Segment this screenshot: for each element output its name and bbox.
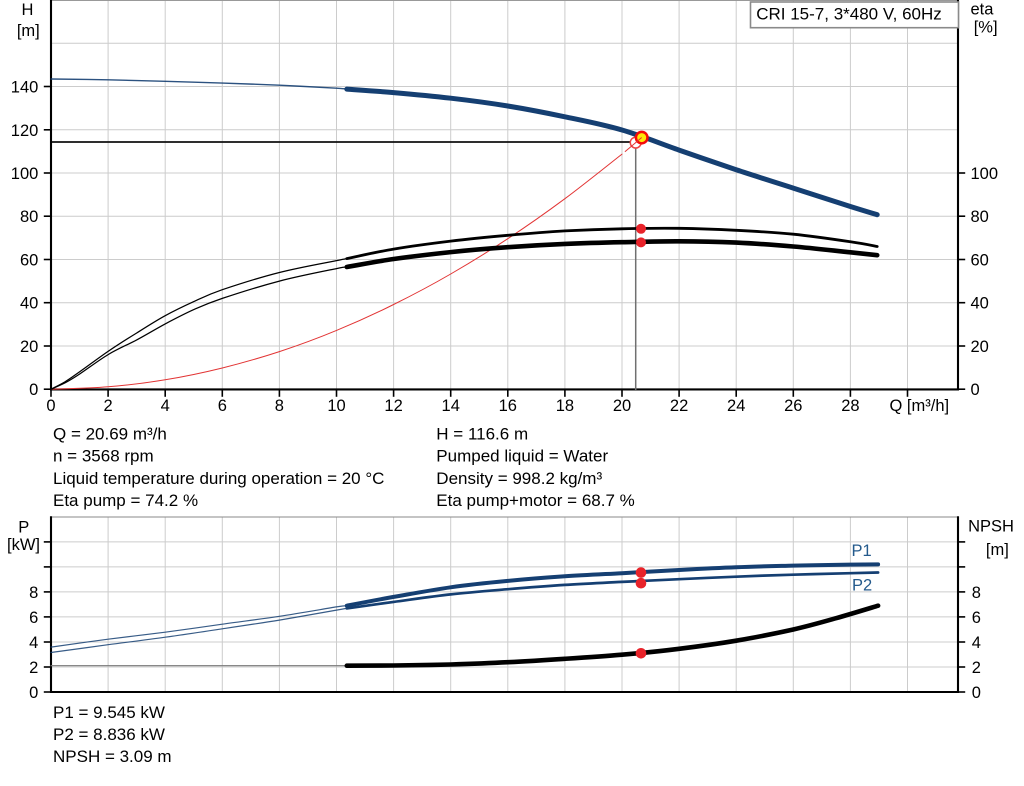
svg-text:P1 = 9.545 kW: P1 = 9.545 kW: [53, 703, 165, 722]
svg-text:[kW]: [kW]: [7, 536, 40, 554]
svg-text:0: 0: [971, 381, 980, 399]
svg-text:8: 8: [275, 397, 284, 415]
svg-text:6: 6: [972, 609, 981, 627]
svg-text:8: 8: [972, 584, 981, 602]
svg-text:4: 4: [29, 634, 38, 652]
svg-text:0: 0: [46, 397, 55, 415]
svg-text:6: 6: [218, 397, 227, 415]
svg-text:2: 2: [972, 659, 981, 677]
svg-text:2: 2: [29, 659, 38, 677]
svg-text:Eta pump+motor = 68.7 %: Eta pump+motor = 68.7 %: [436, 491, 634, 510]
svg-text:20: 20: [971, 338, 989, 356]
svg-text:Density = 998.2 kg/m³: Density = 998.2 kg/m³: [436, 469, 602, 488]
svg-text:80: 80: [971, 208, 989, 226]
svg-text:[m]: [m]: [17, 22, 40, 40]
svg-text:0: 0: [29, 381, 38, 399]
svg-text:120: 120: [11, 122, 39, 140]
svg-text:Liquid temperature during oper: Liquid temperature during operation = 20…: [53, 469, 384, 488]
svg-text:P2 = 8.836 kW: P2 = 8.836 kW: [53, 725, 165, 744]
svg-text:18: 18: [556, 397, 574, 415]
svg-text:Q = 20.69 m³/h: Q = 20.69 m³/h: [53, 424, 167, 443]
svg-text:[m]: [m]: [986, 541, 1009, 559]
svg-text:20: 20: [20, 338, 38, 356]
svg-text:H: H: [22, 1, 34, 19]
svg-text:40: 40: [971, 295, 989, 313]
svg-text:[%]: [%]: [974, 18, 998, 36]
svg-text:100: 100: [11, 165, 39, 183]
svg-text:60: 60: [20, 251, 38, 269]
svg-text:NPSH = 3.09 m: NPSH = 3.09 m: [53, 747, 172, 766]
svg-text:100: 100: [971, 165, 999, 183]
svg-text:24: 24: [727, 397, 745, 415]
svg-text:26: 26: [784, 397, 802, 415]
svg-text:16: 16: [499, 397, 517, 415]
svg-text:P: P: [18, 518, 29, 536]
svg-text:Eta pump = 74.2 %: Eta pump = 74.2 %: [53, 491, 198, 510]
svg-text:40: 40: [20, 295, 38, 313]
svg-text:Q [m³/h]: Q [m³/h]: [890, 397, 950, 415]
svg-text:CRI 15-7, 3*480 V, 60Hz: CRI 15-7, 3*480 V, 60Hz: [756, 4, 942, 23]
svg-text:4: 4: [972, 634, 981, 652]
svg-text:4: 4: [161, 397, 170, 415]
svg-text:Pumped liquid = Water: Pumped liquid = Water: [436, 447, 608, 466]
svg-text:P1: P1: [852, 542, 872, 560]
svg-text:22: 22: [670, 397, 688, 415]
svg-text:28: 28: [841, 397, 859, 415]
svg-text:20: 20: [613, 397, 631, 415]
svg-text:80: 80: [20, 208, 38, 226]
svg-text:0: 0: [972, 684, 981, 702]
svg-text:eta: eta: [971, 1, 995, 19]
svg-text:n = 3568 rpm: n = 3568 rpm: [53, 447, 154, 466]
svg-text:H = 116.6 m: H = 116.6 m: [436, 424, 528, 443]
svg-text:0: 0: [29, 684, 38, 702]
svg-text:NPSH: NPSH: [968, 518, 1014, 536]
svg-text:140: 140: [11, 79, 39, 97]
svg-text:2: 2: [104, 397, 113, 415]
svg-text:12: 12: [384, 397, 402, 415]
svg-text:P2: P2: [852, 576, 872, 594]
svg-text:14: 14: [442, 397, 460, 415]
svg-text:60: 60: [971, 251, 989, 269]
svg-text:10: 10: [327, 397, 345, 415]
svg-text:6: 6: [29, 609, 38, 627]
svg-text:8: 8: [29, 584, 38, 602]
